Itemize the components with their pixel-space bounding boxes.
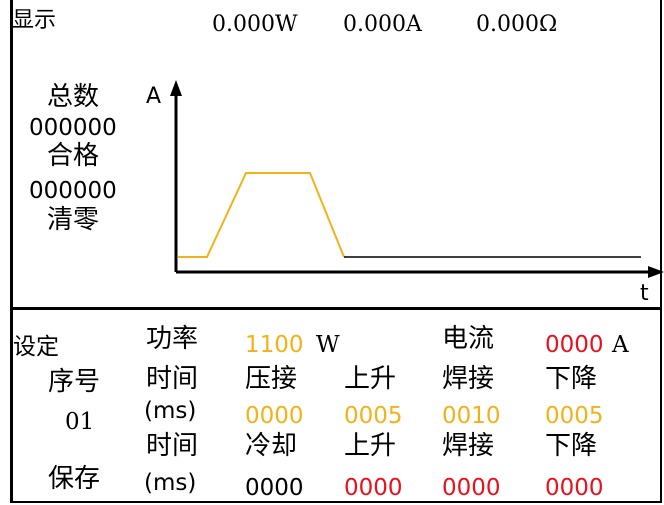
- screen-frame: [10, 0, 662, 503]
- ms-label-1: (ms): [144, 398, 197, 424]
- y-axis-arrow: [170, 80, 182, 96]
- clear-button[interactable]: 清零: [47, 205, 100, 235]
- weld-header-1: 焊接: [442, 364, 495, 394]
- cool-time-value[interactable]: 0000: [245, 475, 304, 501]
- rise-header-1: 上升: [344, 364, 397, 394]
- fall-header-2: 下降: [545, 431, 598, 461]
- fall-header-1: 下降: [545, 364, 598, 394]
- x-axis-arrow: [648, 266, 664, 278]
- current-setting-unit: A: [612, 332, 629, 358]
- seq-label: 序号: [48, 367, 101, 397]
- current-setting-value[interactable]: 0000: [545, 332, 604, 358]
- current-readout: 0.000A: [343, 12, 422, 37]
- weld-time-value-1[interactable]: 0010: [442, 403, 501, 429]
- time-label-1: 时间: [146, 364, 199, 394]
- rise-time-value-1[interactable]: 0005: [344, 403, 403, 429]
- power-setting-value[interactable]: 1100: [245, 332, 304, 358]
- rise-header-2: 上升: [344, 431, 397, 461]
- rise-time-value-2[interactable]: 0000: [344, 475, 403, 501]
- cool-header: 冷却: [245, 431, 298, 461]
- weld-header-2: 焊接: [442, 431, 495, 461]
- current-setting-label: 电流: [442, 324, 495, 354]
- ms-label-2: (ms): [144, 470, 197, 496]
- power-setting-label: 功率: [146, 324, 199, 354]
- x-axis-label: t: [640, 281, 649, 306]
- current-profile-rising: [178, 172, 345, 258]
- seq-value[interactable]: 01: [65, 409, 95, 435]
- pass-label: 合格: [47, 141, 100, 171]
- total-value: 000000: [29, 115, 117, 141]
- pass-value: 000000: [29, 178, 117, 204]
- power-setting-unit: W: [316, 332, 340, 358]
- press-time-value[interactable]: 0000: [245, 403, 304, 429]
- fall-time-value-2[interactable]: 0000: [545, 475, 604, 501]
- display-label: 显示: [12, 8, 57, 33]
- total-label: 总数: [47, 82, 100, 112]
- press-header: 压接: [245, 364, 298, 394]
- resistance-readout: 0.000Ω: [476, 12, 558, 37]
- weld-time-value-2[interactable]: 0000: [442, 475, 501, 501]
- fall-time-value-1[interactable]: 0005: [545, 403, 604, 429]
- y-axis-label: A: [146, 84, 162, 109]
- save-button[interactable]: 保存: [48, 464, 101, 494]
- power-readout: 0.000W: [212, 12, 298, 37]
- set-label: 设定: [13, 334, 59, 360]
- section-divider: [10, 307, 662, 310]
- time-label-2: 时间: [146, 431, 199, 461]
